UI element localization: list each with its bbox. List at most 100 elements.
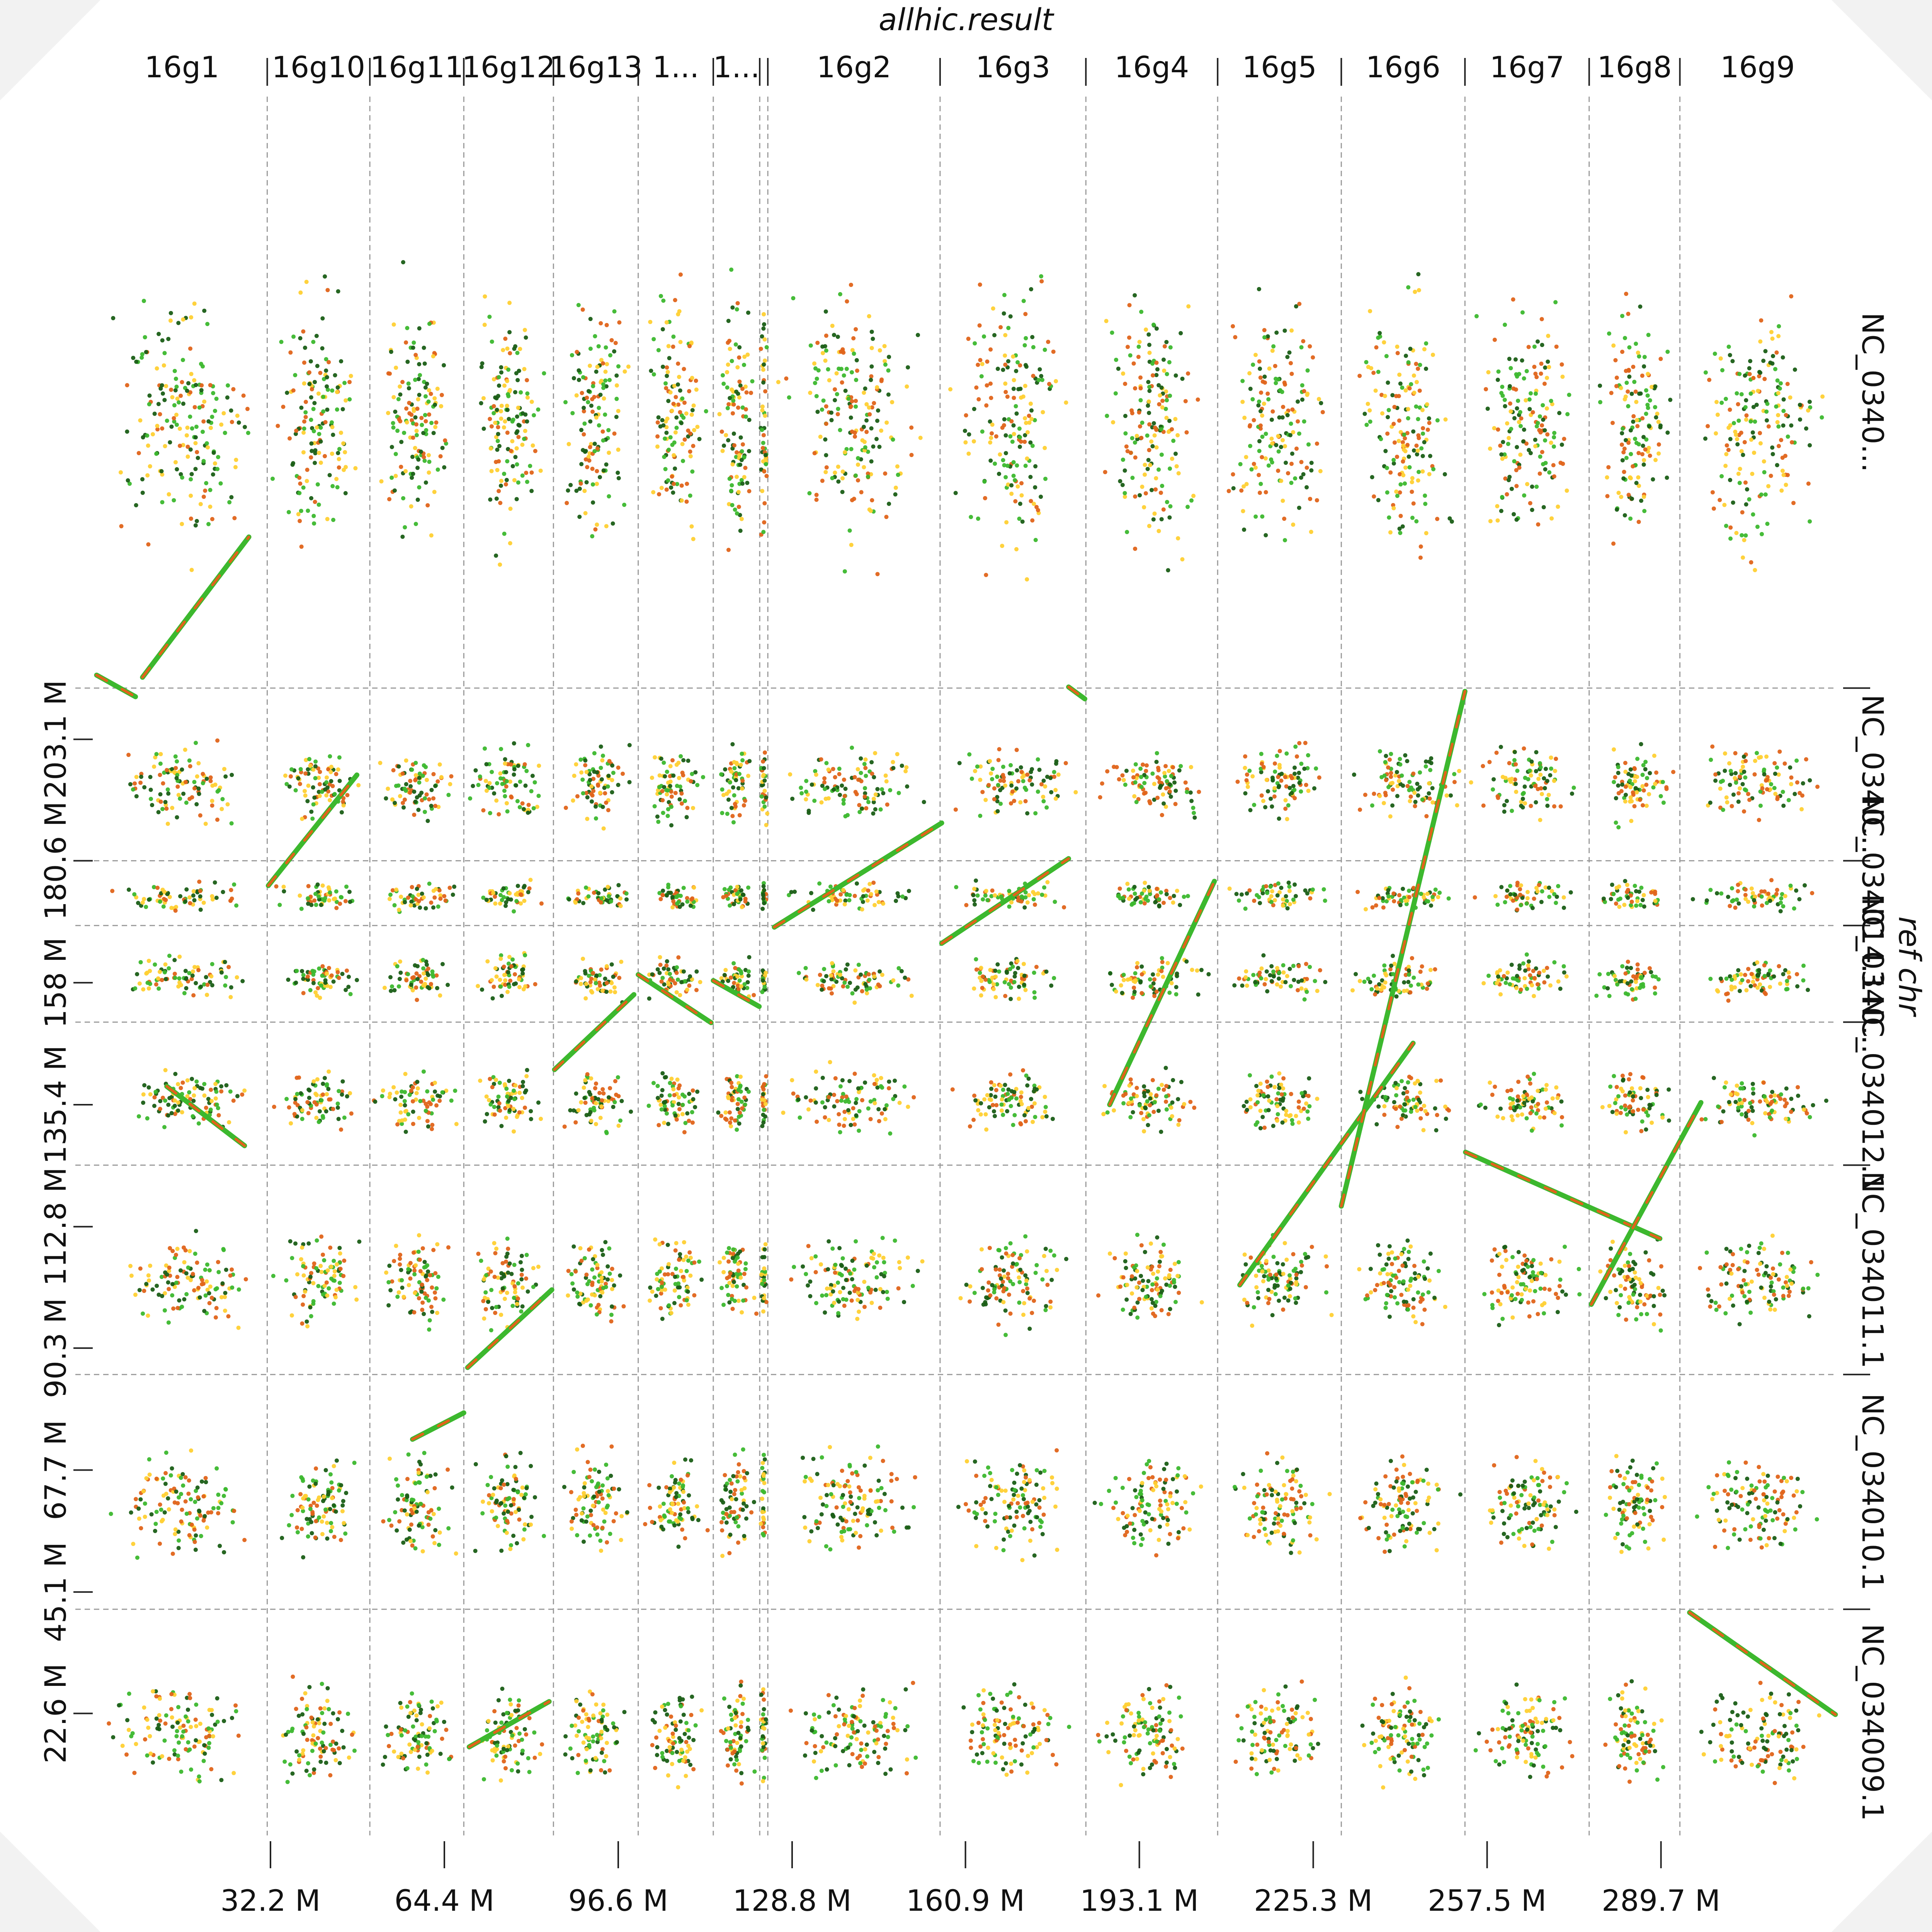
scatter-point	[762, 520, 767, 525]
scatter-point	[499, 365, 503, 370]
scatter-point	[423, 1734, 428, 1739]
scatter-point	[616, 765, 621, 770]
scatter-point	[680, 396, 685, 401]
scatter-point	[131, 1542, 136, 1546]
scatter-point	[347, 889, 352, 894]
scatter-point	[427, 453, 431, 457]
scatter-point	[410, 767, 414, 772]
scatter-point	[650, 972, 655, 977]
scatter-point	[720, 787, 724, 792]
scatter-point	[582, 1481, 587, 1486]
scatter-point	[341, 799, 345, 804]
scatter-point	[520, 801, 525, 806]
scatter-point	[719, 772, 723, 777]
scatter-point	[243, 1277, 248, 1282]
scatter-point	[606, 428, 611, 432]
scatter-point	[762, 1481, 767, 1485]
scatter-point	[594, 816, 598, 821]
scatter-point	[670, 1751, 675, 1755]
scatter-point	[763, 1102, 768, 1106]
scatter-point	[662, 1100, 666, 1105]
scatter-point	[184, 1292, 189, 1296]
scatter-point	[172, 770, 177, 774]
scatter-point	[499, 417, 503, 421]
scatter-point	[616, 364, 621, 369]
scatter-point	[512, 1284, 517, 1289]
scatter-point	[162, 889, 167, 894]
scatter-point	[761, 892, 765, 896]
scatter-point	[199, 362, 203, 366]
scatter-point	[512, 1088, 516, 1093]
scatter-point	[145, 473, 150, 478]
scatter-point	[400, 771, 405, 776]
scatter-point	[166, 1280, 170, 1285]
scatter-point	[759, 794, 764, 799]
scatter-point	[270, 476, 275, 481]
scatter-point	[586, 1725, 590, 1729]
scatter-point	[327, 1069, 331, 1074]
scatter-point	[173, 908, 178, 913]
scatter-point	[520, 971, 525, 976]
scatter-point	[301, 430, 306, 435]
scatter-point	[183, 747, 187, 752]
scatter-point	[742, 1534, 747, 1538]
scatter-point	[509, 1543, 513, 1548]
scatter-point	[577, 1715, 581, 1720]
scatter-point	[734, 760, 739, 765]
scatter-point	[817, 1714, 821, 1719]
scatter-point	[692, 1260, 697, 1265]
scatter-point	[406, 1714, 411, 1719]
scatter-point	[306, 901, 310, 906]
scatter-point	[490, 996, 495, 1001]
scatter-point	[570, 411, 575, 415]
scatter-point	[618, 896, 622, 901]
scatter-point	[591, 1523, 596, 1527]
scatter-point	[584, 480, 589, 485]
scatter-point	[399, 1752, 404, 1756]
scatter-point	[213, 1096, 218, 1101]
scatter-point	[672, 440, 677, 445]
scatter-point	[747, 955, 752, 959]
scatter-point	[333, 1295, 338, 1299]
scatter-point	[612, 349, 616, 354]
scatter-point	[169, 1707, 173, 1711]
scatter-point	[531, 443, 535, 448]
scatter-point	[201, 772, 205, 776]
scatter-point	[410, 894, 415, 899]
scatter-point	[396, 1497, 400, 1502]
scatter-point	[667, 356, 672, 361]
scatter-point	[759, 1521, 763, 1526]
scatter-point	[720, 1554, 725, 1558]
scatter-point	[214, 1286, 219, 1291]
scatter-point	[812, 1712, 816, 1717]
scatter-point	[615, 1740, 619, 1745]
scatter-point	[735, 511, 739, 516]
scatter-point	[313, 461, 317, 465]
scatter-point	[731, 785, 735, 790]
scatter-point	[690, 1517, 695, 1521]
scatter-point	[533, 449, 537, 453]
scatter-point	[719, 1286, 724, 1290]
scatter-point	[690, 1694, 694, 1699]
scatter-point	[664, 430, 669, 435]
scatter-point	[328, 890, 332, 895]
scatter-point	[513, 1465, 518, 1469]
scatter-point	[835, 1522, 840, 1527]
scatter-point	[399, 895, 403, 899]
scatter-point	[167, 1096, 172, 1100]
scatter-point	[659, 1107, 664, 1112]
scatter-point	[433, 403, 437, 407]
scatter-point	[668, 1490, 672, 1495]
scatter-point	[312, 401, 317, 405]
scatter-point	[691, 403, 696, 408]
scatter-point	[189, 493, 193, 498]
scatter-point	[762, 985, 767, 989]
scatter-point	[512, 478, 517, 483]
scatter-point	[801, 1456, 805, 1460]
scatter-point	[400, 380, 405, 384]
scatter-point	[174, 1281, 179, 1285]
scatter-point	[317, 432, 321, 436]
scatter-point	[827, 1710, 831, 1715]
scatter-point	[452, 884, 456, 889]
scatter-point	[597, 1091, 602, 1095]
